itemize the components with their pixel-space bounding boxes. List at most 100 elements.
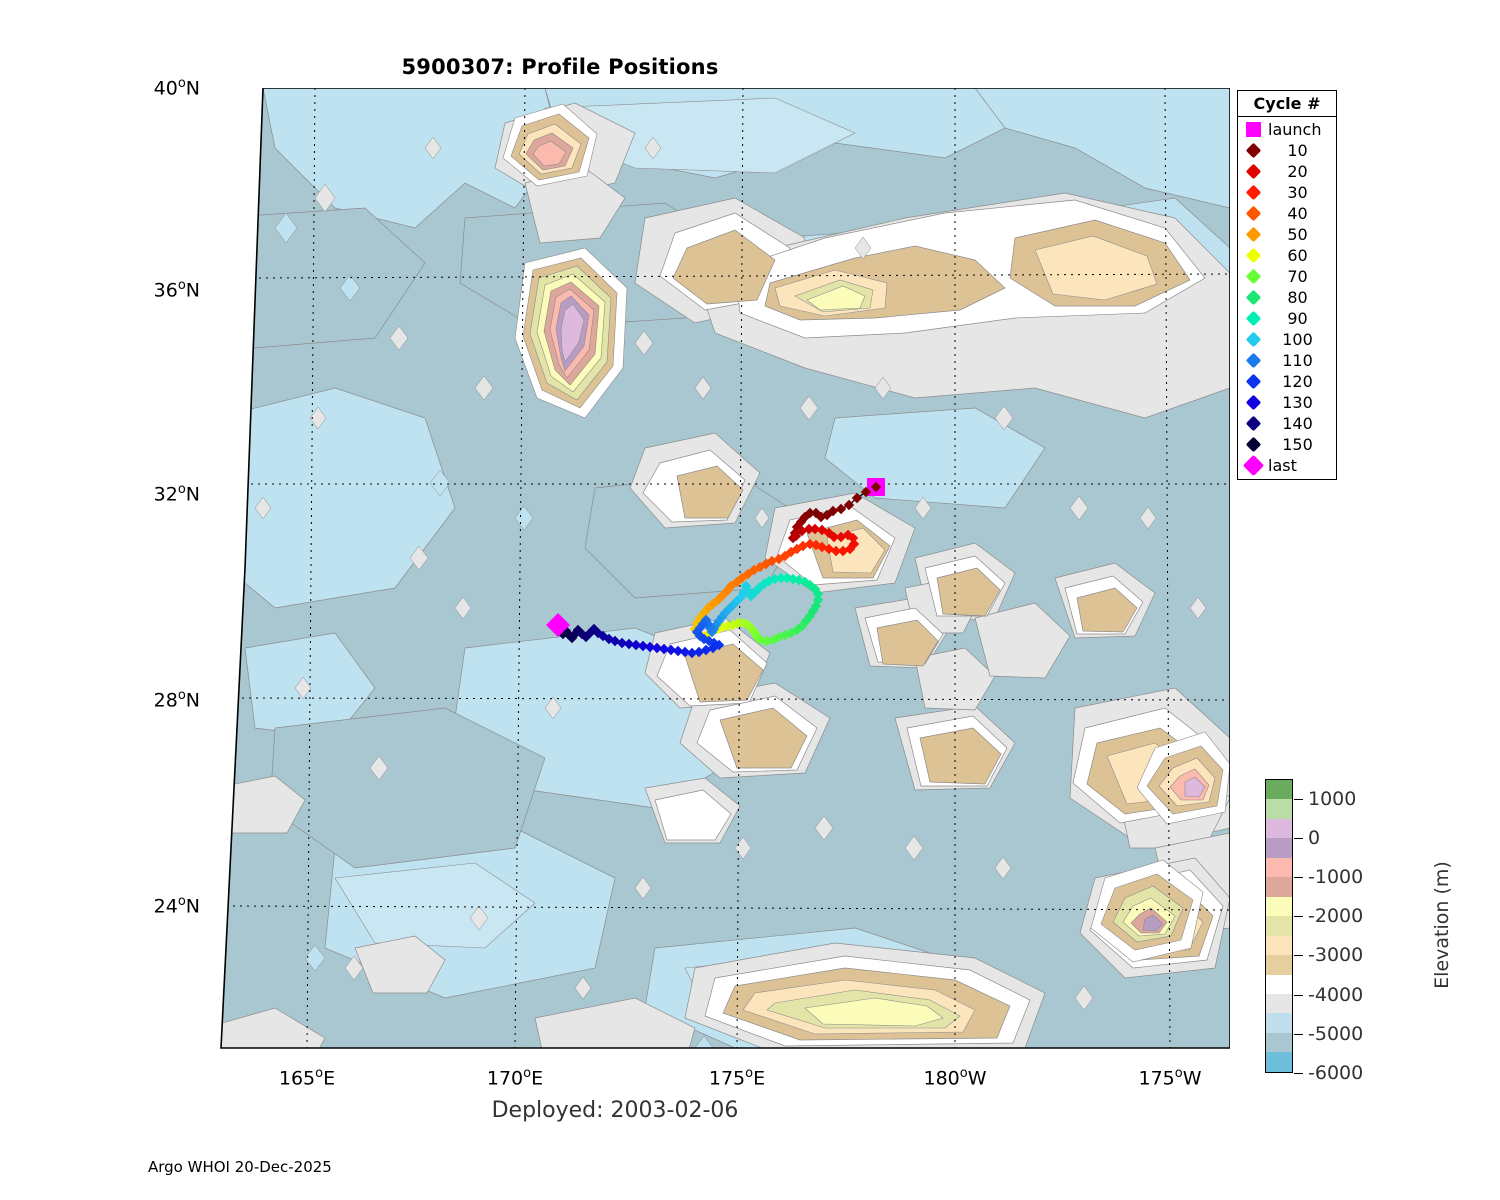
legend-label-last: last <box>1268 456 1297 475</box>
legend-label-120: 120 <box>1282 372 1313 391</box>
profile-point-cycle-82[interactable] <box>812 594 824 606</box>
colorbar-axis-label: Elevation (m) <box>1378 775 1500 1075</box>
legend-label-60: 60 <box>1287 246 1308 265</box>
map-canvas[interactable] <box>215 88 1230 1066</box>
elevation-colorbar <box>1265 779 1293 1073</box>
cycle-legend[interactable]: Cycle # launch 10 20 30 40 50 60 70 80 90 100 110 12… <box>1237 90 1337 480</box>
colorbar-tick-label-0: 0 <box>1308 826 1321 849</box>
profile-point-cycle-132[interactable] <box>630 639 642 651</box>
legend-marker-70 <box>1243 268 1263 285</box>
colorbar-band-14 <box>1266 1052 1292 1072</box>
colorbar-tick-0 <box>1294 837 1303 839</box>
legend-item-50[interactable]: 50 <box>1238 224 1336 245</box>
profile-point-cycle-19[interactable] <box>809 523 821 535</box>
legend-item-launch[interactable]: launch <box>1238 119 1336 140</box>
profile-point-cycle-9[interactable] <box>810 507 822 519</box>
lat-tick-40: 40oN <box>153 76 200 100</box>
profile-point-cycle-28[interactable] <box>837 545 849 557</box>
legend-title: Cycle # <box>1238 91 1336 117</box>
colorbar-band-10 <box>1266 974 1292 994</box>
legend-label-launch: launch <box>1268 120 1322 139</box>
legend-marker-last <box>1242 454 1264 477</box>
legend-item-40[interactable]: 40 <box>1238 203 1336 224</box>
colorbar-band-6 <box>1266 896 1292 917</box>
legend-label-70: 70 <box>1287 267 1308 286</box>
colorbar-tick--3000 <box>1294 955 1303 957</box>
legend-item-20[interactable]: 20 <box>1238 161 1336 182</box>
profile-point-cycle-16[interactable] <box>790 530 802 542</box>
colorbar-ticks: 1000 0 -1000 -2000 -3000 -4000 -5000 -6000 <box>1294 770 1414 1084</box>
colorbar-band-9 <box>1266 955 1292 975</box>
legend-item-110[interactable]: 110 <box>1238 350 1336 371</box>
colorbar-band-5 <box>1266 877 1292 897</box>
profile-point-cycle-123[interactable] <box>693 646 705 658</box>
legend-label-140: 140 <box>1282 414 1313 433</box>
profile-point-cycle-5[interactable] <box>835 503 847 515</box>
legend-item-150[interactable]: 150 <box>1238 434 1336 455</box>
profile-point-cycle-130[interactable] <box>644 641 656 653</box>
profile-point-cycle-133[interactable] <box>623 638 635 650</box>
legend-item-10[interactable]: 10 <box>1238 140 1336 161</box>
legend-marker-20 <box>1243 163 1263 180</box>
legend-label-50: 50 <box>1287 225 1308 244</box>
legend-marker-50 <box>1243 226 1263 243</box>
legend-label-90: 90 <box>1287 309 1308 328</box>
profile-point-cycle-18[interactable] <box>803 523 815 535</box>
legend-item-130[interactable]: 130 <box>1238 392 1336 413</box>
map-plot-area[interactable]: 40oN 36oN 32oN 28oN 24oN 165oE 170oE 175… <box>154 76 1230 1089</box>
colorbar-band-0 <box>1266 780 1292 800</box>
legend-item-140[interactable]: 140 <box>1238 413 1336 434</box>
colorbar-band-13 <box>1266 1032 1292 1053</box>
colorbar-tick-1000 <box>1294 798 1303 800</box>
lon-tick-165E: 165oE <box>278 1066 336 1090</box>
colorbar-band-2 <box>1266 818 1292 839</box>
colorbar-tick--1000 <box>1294 877 1303 878</box>
profile-point-cycle-129[interactable] <box>651 642 663 654</box>
profile-point-cycle-126[interactable] <box>672 645 684 657</box>
legend-item-90[interactable]: 90 <box>1238 308 1336 329</box>
legend-marker-10 <box>1243 142 1263 159</box>
colorbar-band-3 <box>1266 838 1292 858</box>
colorbar-tick-label--5000: -5000 <box>1308 1022 1364 1045</box>
lon-tick-175W: 175oW <box>1138 1066 1202 1090</box>
profile-point-cycle-22[interactable] <box>828 531 840 543</box>
profile-point-cycle-3[interactable] <box>851 492 863 504</box>
legend-item-60[interactable]: 60 <box>1238 245 1336 266</box>
page-title: 5900307: Profile Positions <box>401 55 719 79</box>
legend-item-100[interactable]: 100 <box>1238 329 1336 350</box>
legend-item-70[interactable]: 70 <box>1238 266 1336 287</box>
legend-label-150: 150 <box>1282 435 1313 454</box>
legend-marker-100 <box>1243 331 1263 348</box>
lon-tick-180W: 180oW <box>923 1066 987 1090</box>
lon-tick-175E: 175oE <box>708 1066 766 1090</box>
last-profile-marker[interactable] <box>546 613 570 637</box>
legend-marker-130 <box>1243 394 1263 411</box>
colorbar-tick-label--2000: -2000 <box>1308 905 1364 928</box>
profile-point-cycle-2[interactable] <box>860 486 872 498</box>
legend-item-30[interactable]: 30 <box>1238 182 1336 203</box>
profile-point-cycle-124[interactable] <box>686 647 698 659</box>
legend-marker-90 <box>1243 310 1263 327</box>
colorbar-band-11 <box>1266 993 1292 1014</box>
legend-label-10: 10 <box>1287 141 1308 160</box>
legend-item-120[interactable]: 120 <box>1238 371 1336 392</box>
legend-marker-launch <box>1243 122 1263 137</box>
profile-point-cycle-4[interactable] <box>843 499 855 511</box>
deployed-date: Deployed: 2003-02-06 <box>491 1098 739 1123</box>
float-profile-markers[interactable] <box>546 478 885 659</box>
legend-label-100: 100 <box>1282 330 1313 349</box>
legend-item-last[interactable]: last <box>1238 454 1336 477</box>
profile-point-cycle-1[interactable] <box>870 481 882 493</box>
profile-point-cycle-125[interactable] <box>679 646 691 658</box>
profile-point-cycle-131[interactable] <box>637 640 649 652</box>
profile-point-cycle-127[interactable] <box>665 644 677 656</box>
credit-text: Argo WHOI 20-Dec-2025 <box>148 1158 332 1176</box>
colorbar-band-7 <box>1266 916 1292 936</box>
lon-tick-170E: 170oE <box>486 1066 544 1090</box>
profile-point-cycle-89[interactable] <box>781 572 793 584</box>
legend-label-40: 40 <box>1287 204 1308 223</box>
legend-item-80[interactable]: 80 <box>1238 287 1336 308</box>
colorbar-tick-label-1000: 1000 <box>1308 787 1357 810</box>
legend-label-130: 130 <box>1282 393 1313 412</box>
profile-point-cycle-128[interactable] <box>658 643 670 655</box>
